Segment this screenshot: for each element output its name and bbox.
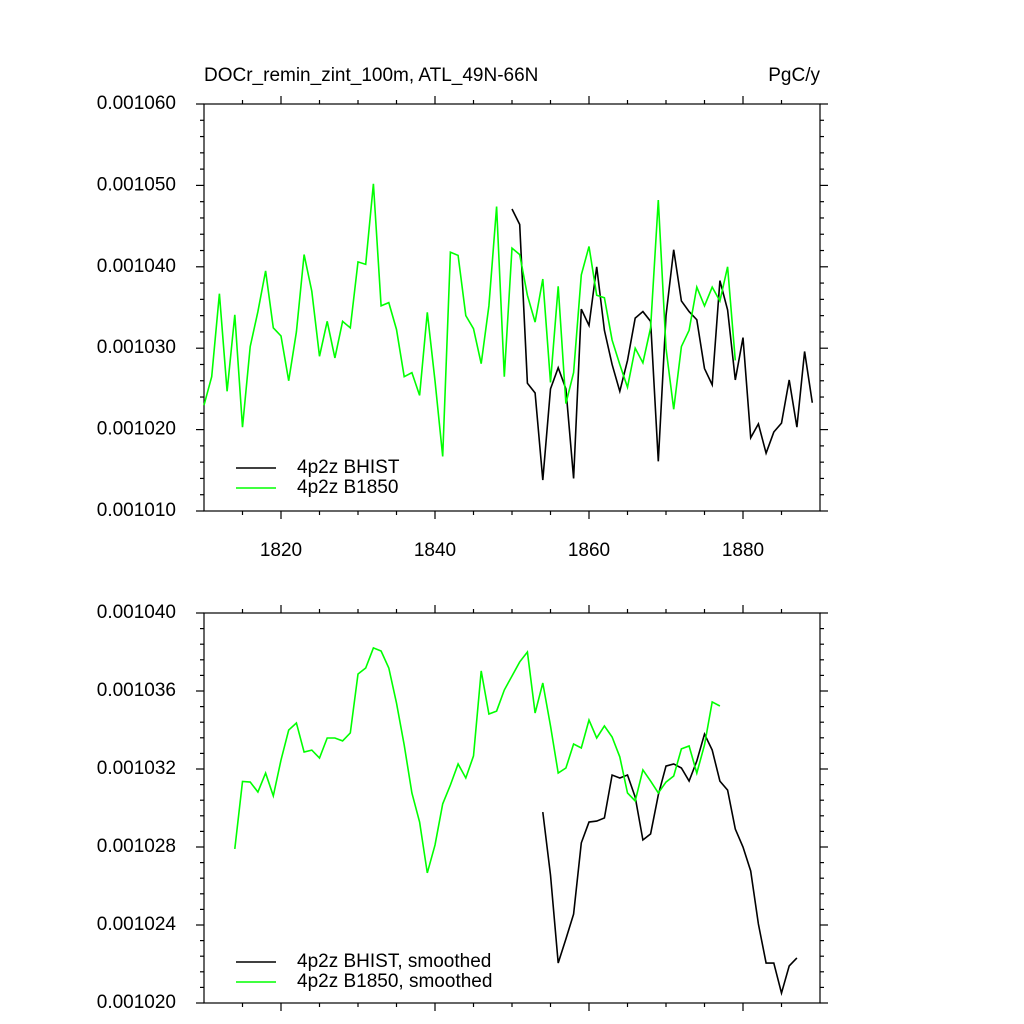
x-tick-label: 1860 xyxy=(568,540,610,561)
legend-label: 4p2z B1850, smoothed xyxy=(297,971,492,992)
y-tick-label: 0.001024 xyxy=(97,914,177,935)
chart-title: DOCr_remin_zint_100m, ATL_49N-66N xyxy=(204,65,538,86)
legend-label: 4p2z BHIST, smoothed xyxy=(297,951,491,972)
y-tick-label: 0.001020 xyxy=(97,419,176,440)
x-tick-label: 1880 xyxy=(722,540,764,561)
y-tick-label: 0.001036 xyxy=(97,680,176,701)
y-tick-label: 0.001050 xyxy=(97,174,176,195)
x-tick-label: 1820 xyxy=(260,540,302,561)
y-tick-label: 0.001060 xyxy=(97,93,176,114)
series-line xyxy=(203,183,737,457)
y-tick-label: 0.001040 xyxy=(97,256,176,277)
y-tick-label: 0.001040 xyxy=(97,602,176,623)
series-line xyxy=(542,731,798,997)
series-line xyxy=(234,646,721,874)
y-tick-label: 0.001028 xyxy=(97,836,176,857)
y-tick-label: 0.001020 xyxy=(97,992,176,1013)
units-label: PgC/y xyxy=(768,65,820,86)
series-line xyxy=(511,208,814,481)
y-tick-label: 0.001030 xyxy=(97,337,176,358)
y-tick-label: 0.001032 xyxy=(97,758,176,779)
x-tick-label: 1840 xyxy=(414,540,456,561)
plot-frame xyxy=(203,612,821,1004)
legend-label: 4p2z B1850 xyxy=(297,477,398,498)
y-tick-label: 0.001010 xyxy=(97,500,176,521)
legend-label: 4p2z BHIST xyxy=(297,457,400,478)
